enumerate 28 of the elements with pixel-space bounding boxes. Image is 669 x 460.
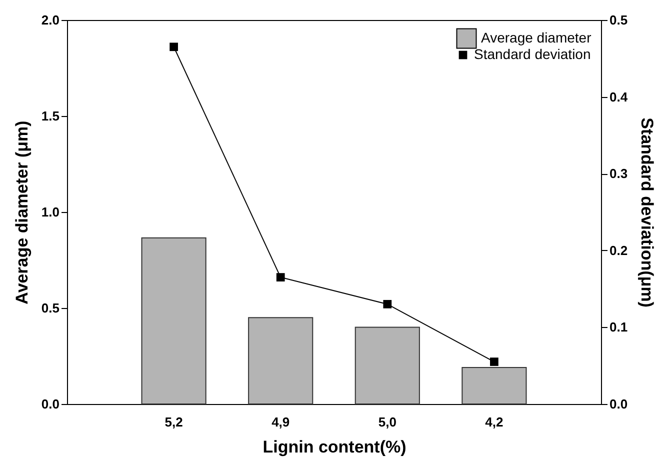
- x-tick-label: 4,2: [485, 414, 504, 430]
- x-tick-label: 5,0: [378, 414, 396, 430]
- y-tick-label: 2.0: [41, 12, 60, 28]
- y-tick-label: 0.5: [41, 300, 60, 316]
- y-tick-label: 1.0: [41, 204, 60, 220]
- x-tick-label: 5,2: [164, 414, 183, 430]
- x-axis-title: Lignin content(%): [262, 438, 406, 456]
- y-tick-label: 0.0: [41, 396, 60, 412]
- point: [276, 273, 285, 282]
- y2-tick-label: 0.5: [610, 12, 628, 28]
- bar: [141, 237, 206, 404]
- y2-tick-label: 0.3: [610, 166, 628, 182]
- y2-axis-title: Standard deviation(μm): [638, 118, 657, 308]
- legend-label: Standard deviation: [474, 46, 591, 62]
- bar: [248, 317, 314, 404]
- y2-tick-label: 0.1: [610, 320, 628, 335]
- legend-label: Average diameter: [481, 30, 592, 46]
- y-axis-title: Average diameter (μm): [12, 120, 32, 304]
- bar: [462, 367, 527, 404]
- point: [383, 300, 392, 308]
- y2-tick-label: 0.2: [610, 242, 628, 258]
- bar: [354, 326, 420, 404]
- x-tick-label: 4,9: [272, 414, 290, 430]
- point: [170, 42, 178, 52]
- y-tick-label: 1.5: [41, 108, 60, 124]
- point: [490, 358, 498, 366]
- y2-tick-label: 0.0: [610, 396, 628, 412]
- y2-tick-label: 0.4: [610, 89, 628, 104]
